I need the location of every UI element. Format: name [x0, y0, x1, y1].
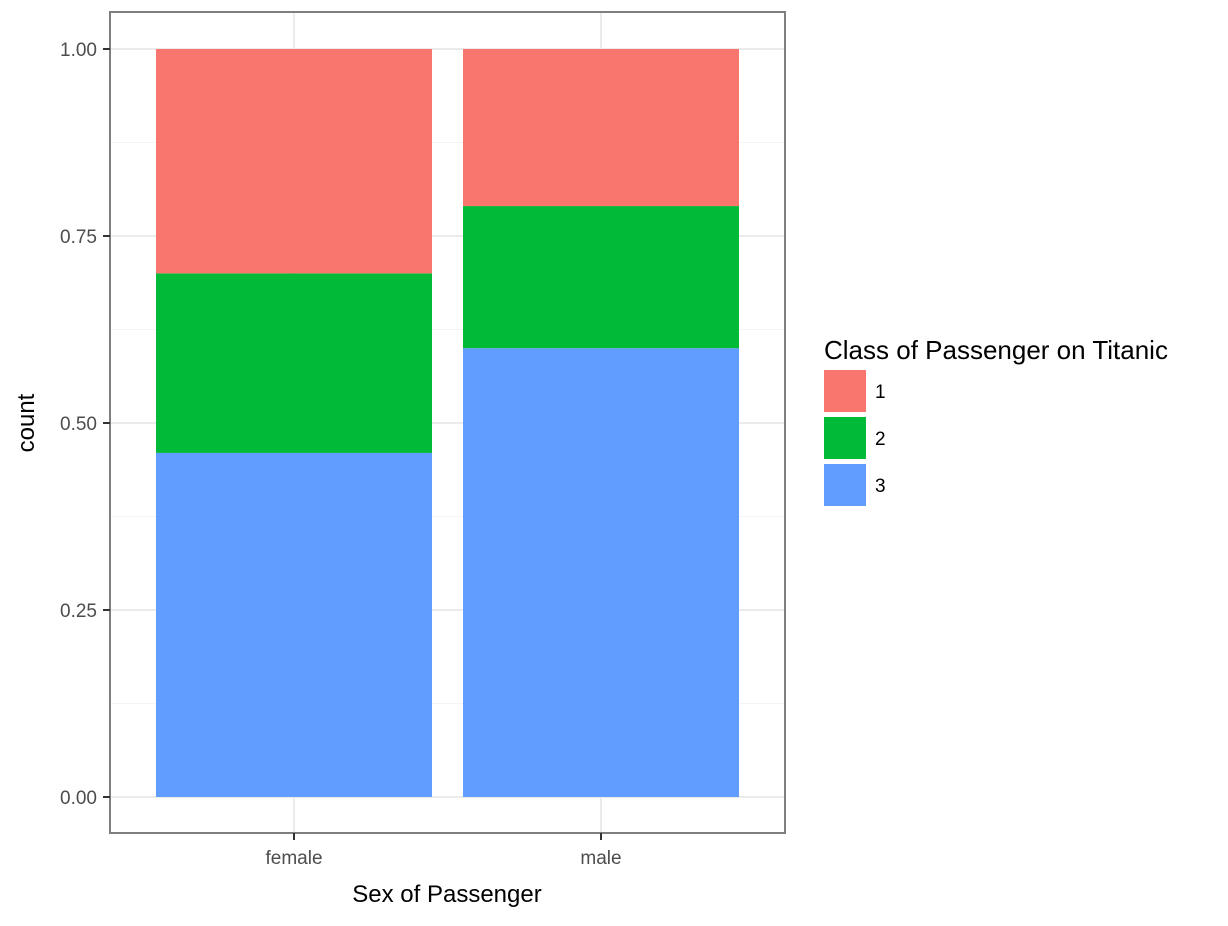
y-tick-label: 0.50: [60, 414, 97, 435]
legend-label-3: 3: [875, 476, 886, 497]
bar-segment-male-class-1: [463, 49, 739, 207]
x-axis-title: Sex of Passenger: [352, 881, 541, 908]
y-tick-label: 0.75: [60, 227, 97, 248]
bars: [156, 49, 739, 797]
bar-segment-female-class-2: [156, 273, 432, 453]
bar-segment-female-class-1: [156, 49, 432, 274]
legend-title: Class of Passenger on Titanic: [824, 335, 1168, 365]
bar-segment-male-class-3: [463, 348, 739, 797]
x-tick-label: male: [580, 848, 621, 869]
legend-swatch-3: [824, 464, 866, 506]
bar-segment-female-class-3: [156, 452, 432, 797]
legend-label-2: 2: [875, 429, 886, 450]
legend-items: 1 2 3: [824, 370, 886, 506]
y-tick-label: 0.25: [60, 601, 97, 622]
legend-label-1: 1: [875, 382, 886, 403]
bar-segment-male-class-2: [463, 206, 739, 349]
legend-swatch-2: [824, 417, 866, 459]
y-axis-title: count: [13, 393, 40, 452]
legend-swatch-1: [824, 370, 866, 412]
x-tick-label: female: [265, 848, 322, 869]
y-tick-label: 1.00: [60, 40, 97, 61]
legend: Class of Passenger on Titanic 1 2 3: [824, 335, 1168, 506]
y-tick-label: 0.00: [60, 788, 97, 809]
axes: 0.00 0.25 0.50 0.75 1.00 female male: [60, 40, 622, 869]
